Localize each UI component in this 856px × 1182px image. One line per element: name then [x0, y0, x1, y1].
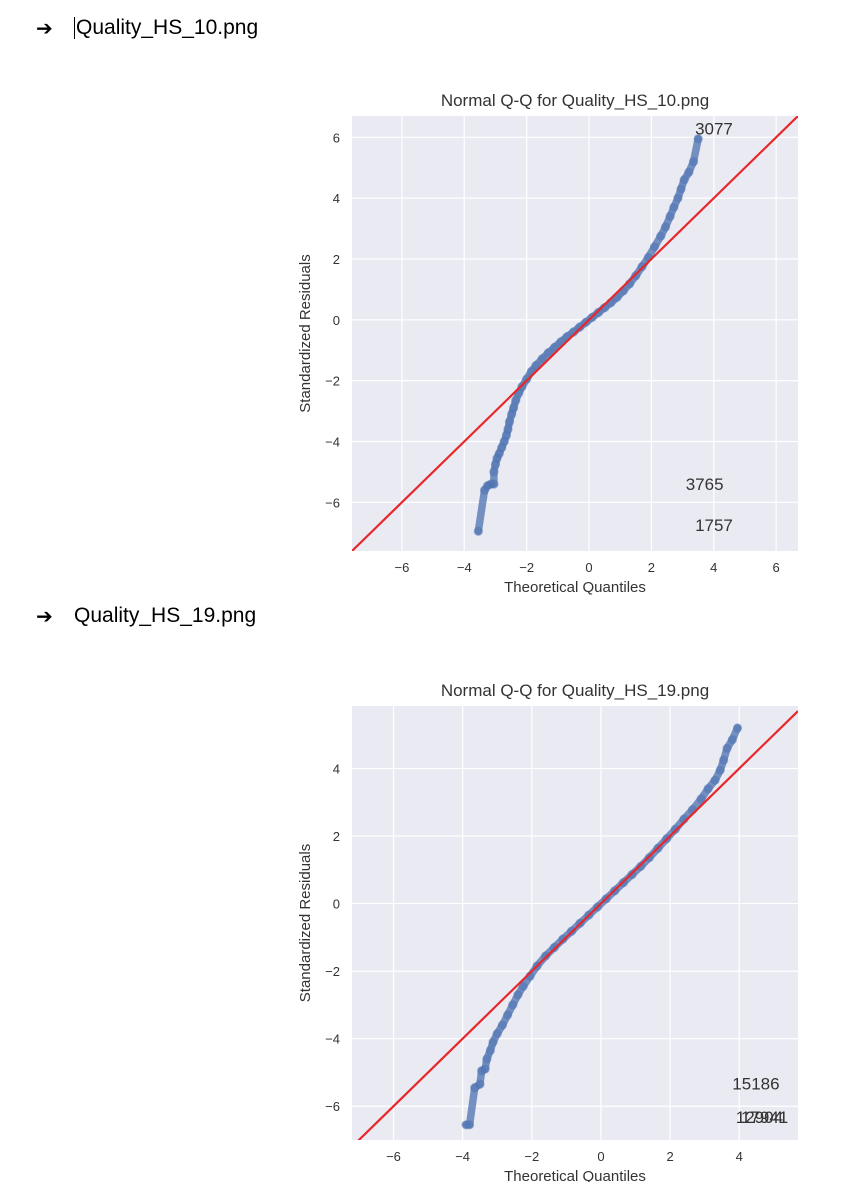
- text-cursor: [74, 17, 75, 39]
- item-caption-2: Quality_HS_19.png: [74, 604, 257, 627]
- point-annotation: 3765: [686, 475, 724, 494]
- y-tick-label: 4: [333, 191, 340, 206]
- item-caption-1: Quality_HS_10.png: [76, 16, 259, 39]
- y-tick-label: 2: [333, 252, 340, 267]
- x-tick-label: −4: [457, 560, 472, 575]
- reference-line: [352, 116, 798, 551]
- y-tick-label: −6: [325, 1099, 340, 1114]
- x-tick-label: 6: [773, 560, 780, 575]
- y-tick-label: −4: [325, 1032, 340, 1047]
- point-density-band: [474, 135, 702, 535]
- y-axis-label: Standardized Residuals: [297, 844, 314, 1002]
- y-tick-label: 2: [333, 829, 340, 844]
- x-tick-label: 4: [736, 1149, 743, 1164]
- point-annotation: 15186: [732, 1074, 779, 1093]
- y-tick-label: 4: [333, 761, 340, 776]
- x-tick-label: −2: [524, 1149, 539, 1164]
- x-tick-label: −2: [519, 560, 534, 575]
- y-tick-label: 6: [333, 130, 340, 145]
- y-axis-label: Standardized Residuals: [297, 254, 314, 412]
- x-tick-label: 4: [710, 560, 717, 575]
- x-tick-label: −4: [455, 1149, 470, 1164]
- x-tick-label: 2: [648, 560, 655, 575]
- arrow-icon: ➔: [36, 604, 53, 628]
- x-tick-label: 2: [666, 1149, 673, 1164]
- point-annotation: 17941: [741, 1108, 788, 1127]
- x-tick-label: 0: [585, 560, 592, 575]
- item-heading-1: ➔ Quality_HS_10.png: [36, 13, 258, 43]
- qq-plot-1: 3077 3765 1757 −6 −4 −2 0 2 4 6 −6 −4 −2 0 2 4 6 Normal Q…: [297, 91, 798, 596]
- y-tick-label: −4: [325, 434, 340, 449]
- y-tick-label: 0: [333, 897, 340, 912]
- x-tick-label: −6: [386, 1149, 401, 1164]
- y-tick-label: 0: [333, 313, 340, 328]
- y-tick-label: −2: [325, 374, 340, 389]
- x-axis-label: Theoretical Quantiles: [504, 1168, 646, 1182]
- chart-title: Normal Q-Q for Quality_HS_10.png: [441, 91, 709, 110]
- reference-line: [357, 710, 798, 1140]
- point-annotation: 1757: [695, 516, 733, 535]
- x-axis-label: Theoretical Quantiles: [504, 579, 646, 596]
- arrow-icon: ➔: [36, 16, 53, 40]
- chart-title: Normal Q-Q for Quality_HS_19.png: [441, 681, 709, 700]
- item-heading-2: ➔ Quality_HS_19.png: [36, 601, 256, 631]
- x-tick-label: 0: [597, 1149, 604, 1164]
- x-tick-label: −6: [394, 560, 409, 575]
- point-annotation: 3077: [695, 119, 733, 138]
- y-tick-label: −6: [325, 495, 340, 510]
- point-annotation: 12904: [736, 1108, 783, 1127]
- y-tick-label: −2: [325, 964, 340, 979]
- grid-lines: [352, 116, 798, 551]
- grid-lines: [352, 706, 798, 1140]
